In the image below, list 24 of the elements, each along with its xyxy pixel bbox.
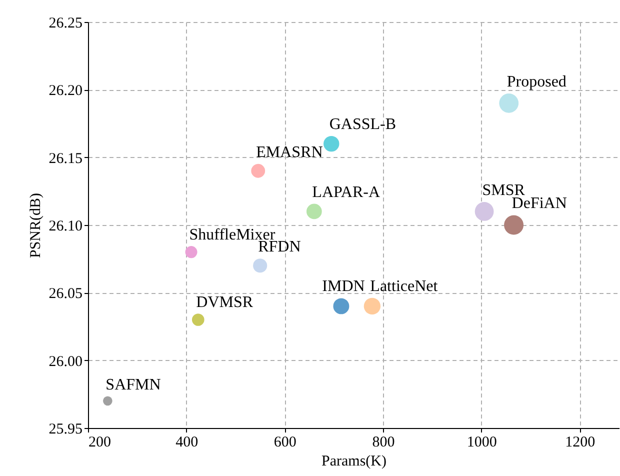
x-tick-label: 400 [176,434,198,450]
series-label: LAPAR-A [312,184,380,201]
x-tick-label: 1000 [466,434,497,450]
x-tick-label: 800 [372,434,395,450]
y-axis-title: PSNR(dB) [28,192,44,258]
x-tick-label: 1200 [565,434,596,450]
series-label: RFDN [258,238,302,256]
series-label: IMDN [322,278,366,296]
series-label: EMASRN [256,144,324,162]
x-axis-title: Params(K) [322,454,386,470]
y-tick-label: 26.20 [48,83,82,100]
y-tick-label: 26.15 [48,150,82,167]
x-tick-label: 200 [88,434,111,450]
series-label: DVMSR [196,294,254,311]
series-label: GASSL-B [329,116,396,133]
y-tick-label: 26.05 [48,286,82,302]
series-label: Proposed [506,73,566,90]
y-tick-label: 26.00 [48,354,82,370]
series-label: SAFMN [106,376,162,394]
series-label: LatticeNet [370,278,438,295]
y-tick-label: 26.10 [48,218,82,234]
y-tick-label: 25.95 [48,422,82,438]
y-tick-label: 26.25 [48,16,82,32]
x-tick-label: 600 [274,434,296,450]
